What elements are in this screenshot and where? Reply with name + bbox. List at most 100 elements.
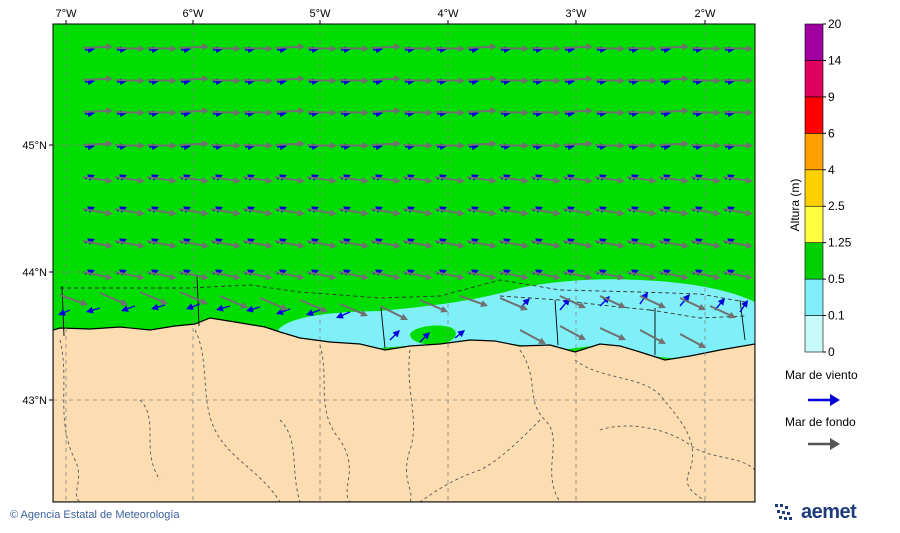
swell-arrowhead bbox=[200, 298, 208, 305]
swell-arrowhead bbox=[521, 273, 529, 281]
swell-arrow bbox=[306, 111, 334, 114]
swell-arrow bbox=[402, 176, 430, 182]
swell-arrow bbox=[466, 45, 494, 49]
swell-arrowhead bbox=[233, 109, 241, 117]
swell-arrowhead bbox=[201, 43, 209, 51]
wind-sea-arrowhead bbox=[717, 298, 725, 306]
wind-sea-arrowhead bbox=[151, 303, 159, 311]
swell-arrowhead bbox=[105, 75, 113, 83]
swell-arrow bbox=[210, 79, 238, 82]
swell-arrowhead bbox=[361, 241, 369, 249]
swell-arrow bbox=[178, 176, 206, 182]
swell-arrow bbox=[658, 77, 686, 81]
tick-marks bbox=[49, 20, 706, 401]
lat-tick-label: 44°N bbox=[22, 267, 47, 279]
swell-arrow bbox=[626, 47, 654, 50]
swell-arrow bbox=[274, 208, 302, 215]
colorbar-segment bbox=[804, 315, 824, 353]
swell-arrow bbox=[306, 79, 334, 82]
swell-arrowhead bbox=[425, 241, 433, 249]
swell-arrow bbox=[242, 144, 270, 147]
swell-arrowhead bbox=[658, 301, 666, 309]
swell-arrow bbox=[274, 176, 302, 182]
swell-arrowhead bbox=[745, 45, 753, 53]
swell-arrow bbox=[530, 111, 558, 114]
swell-arrowhead bbox=[400, 313, 408, 320]
swell-arrowhead bbox=[329, 45, 337, 53]
swell-arrowhead bbox=[393, 176, 401, 184]
swell-arrowhead bbox=[280, 304, 288, 311]
swell-arrowhead bbox=[698, 303, 706, 311]
wind-sea-arrowhead bbox=[682, 294, 690, 302]
swell-arrowhead bbox=[489, 43, 497, 51]
swell-arrow bbox=[339, 303, 365, 316]
swell-arrowhead bbox=[457, 109, 465, 117]
swell-arrow bbox=[709, 305, 733, 318]
swell-arrowhead bbox=[297, 75, 305, 83]
swell-arrow bbox=[370, 208, 398, 215]
swell-arrowhead bbox=[617, 241, 625, 249]
swell-arrowhead bbox=[538, 337, 546, 344]
swell-arrowhead bbox=[617, 77, 625, 85]
lon-tick-label: 4°W bbox=[438, 8, 460, 20]
swell-arrowhead bbox=[361, 77, 369, 85]
swell-arrow bbox=[210, 271, 238, 279]
swell-arrow bbox=[402, 111, 430, 114]
swell-arrow bbox=[562, 109, 590, 113]
swell-arrowhead bbox=[393, 241, 401, 249]
swell-arrow bbox=[370, 109, 398, 113]
swell-arrowhead bbox=[457, 241, 465, 249]
swell-arrowhead bbox=[681, 209, 689, 217]
aemet-logo: aemet bbox=[773, 500, 857, 524]
admin-boundaries bbox=[59, 329, 755, 502]
lat-tick-label: 45°N bbox=[22, 140, 47, 152]
swell-arrow bbox=[274, 77, 302, 81]
colorbar-level-label: 20 bbox=[828, 17, 842, 31]
swell-arrowhead bbox=[137, 142, 145, 150]
swell-arrow bbox=[690, 79, 718, 82]
swell-arrow bbox=[299, 299, 325, 312]
swell-arrowhead bbox=[169, 45, 177, 53]
swell-arrowhead bbox=[297, 107, 305, 115]
swell-arrowhead bbox=[745, 142, 753, 150]
wind-sea-arrowhead bbox=[216, 304, 224, 312]
swell-arrowhead bbox=[489, 241, 497, 249]
swell-arrow bbox=[434, 79, 462, 82]
swell-arrowhead bbox=[521, 109, 529, 117]
swell-arrowhead bbox=[745, 109, 753, 117]
colorbar-level-label: 14 bbox=[828, 53, 842, 67]
wind-sea-arrowhead bbox=[186, 303, 194, 310]
wind-sea-arrowhead bbox=[741, 300, 748, 308]
swell-arrow bbox=[722, 47, 750, 50]
wind-sea-arrowhead bbox=[183, 269, 191, 276]
swell-arrow bbox=[626, 271, 654, 279]
swell-arrowhead bbox=[553, 209, 561, 217]
wind-sea-arrowhead bbox=[422, 332, 430, 340]
swell-arrowhead bbox=[681, 140, 689, 148]
swell-arrow bbox=[466, 271, 494, 279]
swell-arrowhead bbox=[681, 75, 689, 83]
swell-arrow bbox=[498, 176, 526, 182]
swell-arrow bbox=[722, 208, 750, 215]
swell-arrowhead bbox=[585, 75, 593, 83]
colorbar-level-label: 2.5 bbox=[828, 199, 845, 213]
swell-arrowhead bbox=[80, 299, 88, 306]
swell-arrow bbox=[210, 144, 238, 147]
swell-arrow bbox=[690, 176, 718, 182]
swell-arrowhead bbox=[585, 107, 593, 115]
swell-arrow bbox=[626, 240, 654, 247]
swell-arrow bbox=[139, 291, 165, 304]
swell-arrowhead bbox=[201, 176, 209, 184]
swell-arrowhead bbox=[585, 241, 593, 249]
swell-arrow bbox=[499, 297, 525, 310]
wind-sea-arrowhead bbox=[392, 330, 400, 338]
swell-arrowhead bbox=[425, 176, 433, 184]
lon-tick-label: 7°W bbox=[56, 8, 78, 20]
swell-arrowhead bbox=[489, 107, 497, 115]
swell-arrow bbox=[498, 271, 526, 279]
swell-arrow bbox=[82, 45, 110, 49]
swell-arrow bbox=[210, 47, 238, 50]
swell-arrow bbox=[466, 208, 494, 215]
colorbar-level-label: 9 bbox=[828, 90, 835, 104]
